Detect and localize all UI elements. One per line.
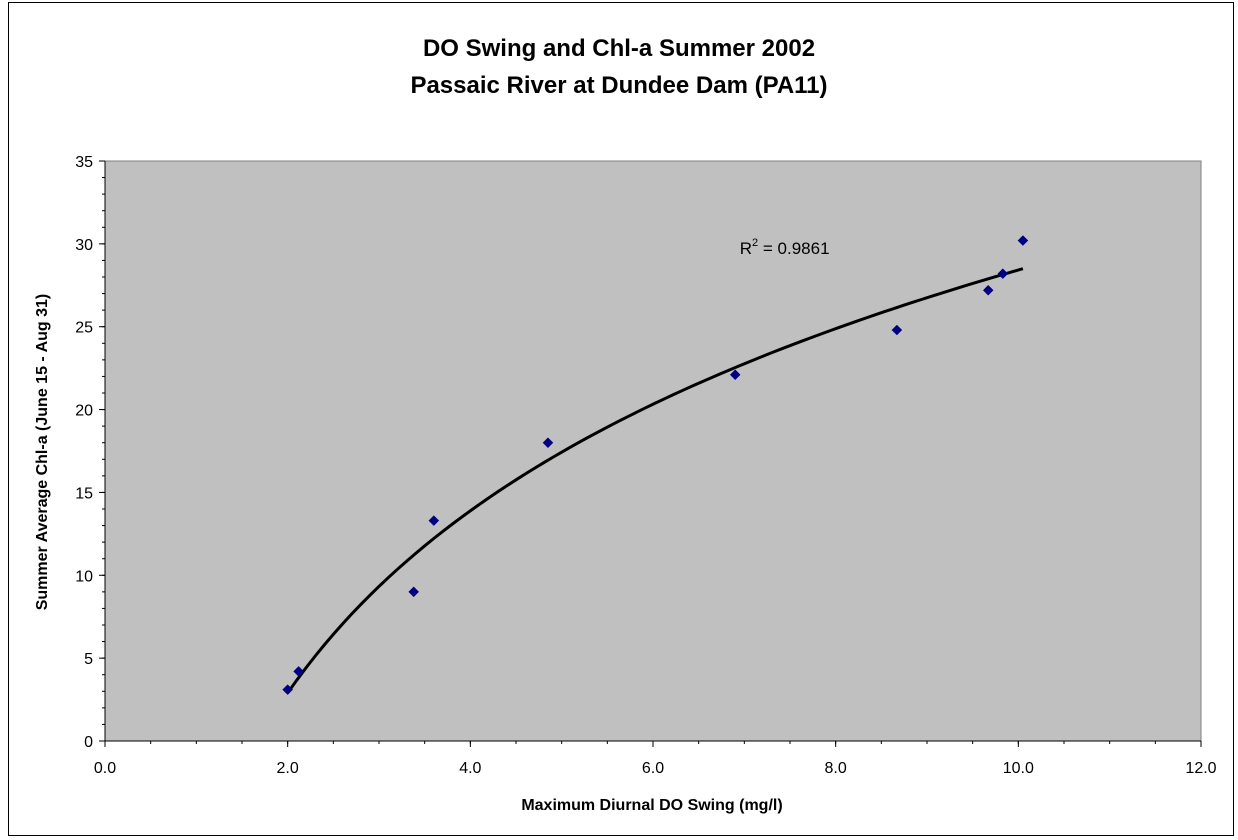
y-axis-title: Summer Average Chl-a (June 15 - Aug 31): [34, 294, 51, 611]
data-point-marker: [997, 268, 1009, 280]
x-tick-label: 0.0: [94, 760, 116, 777]
data-point-marker: [729, 369, 741, 381]
y-tick-label: 20: [75, 403, 93, 420]
x-axis-ticks: 0.0 2.0 4.0 6.0 8.0 10.0 12.0: [94, 741, 1217, 777]
x-tick-label: 4.0: [459, 760, 481, 777]
y-tick-label: 25: [75, 320, 93, 337]
x-tick-label: 10.0: [1003, 760, 1034, 777]
data-point-marker: [891, 324, 903, 336]
y-tick-label: 10: [75, 568, 93, 585]
data-point-marker: [282, 684, 294, 695]
data-point-marker: [293, 666, 304, 677]
x-tick-label: 8.0: [825, 760, 847, 777]
chart-title-line-2: Passaic River at Dundee Dam (PA11): [410, 72, 827, 99]
data-points: [282, 235, 1029, 695]
trendline: [286, 267, 1024, 694]
x-tick-label: 2.0: [277, 760, 299, 777]
x-tick-label: 6.0: [642, 760, 664, 777]
data-point-marker: [428, 515, 440, 526]
y-tick-label: 5: [84, 651, 93, 668]
y-tick-label: 15: [75, 485, 93, 502]
data-point-marker: [542, 437, 554, 449]
data-point-marker: [982, 284, 994, 296]
y-tick-label: 30: [75, 237, 93, 254]
trendline-group: [286, 267, 1024, 694]
r-squared-annotation: R2 = 0.9861: [740, 237, 830, 258]
y-tick-label: 35: [75, 154, 93, 171]
x-axis-title: Maximum Diurnal DO Swing (mg/l): [521, 797, 782, 814]
plot-area: [104, 160, 1202, 742]
chart-title-line-1: DO Swing and Chl-a Summer 2002: [423, 35, 815, 62]
y-axis-ticks: 0 5 10 15 20 25 30 35: [75, 154, 105, 751]
y-tick-label: 0: [84, 734, 93, 751]
x-tick-label: 12.0: [1185, 760, 1216, 777]
data-point-marker: [1017, 235, 1029, 246]
data-point-marker: [408, 586, 420, 598]
